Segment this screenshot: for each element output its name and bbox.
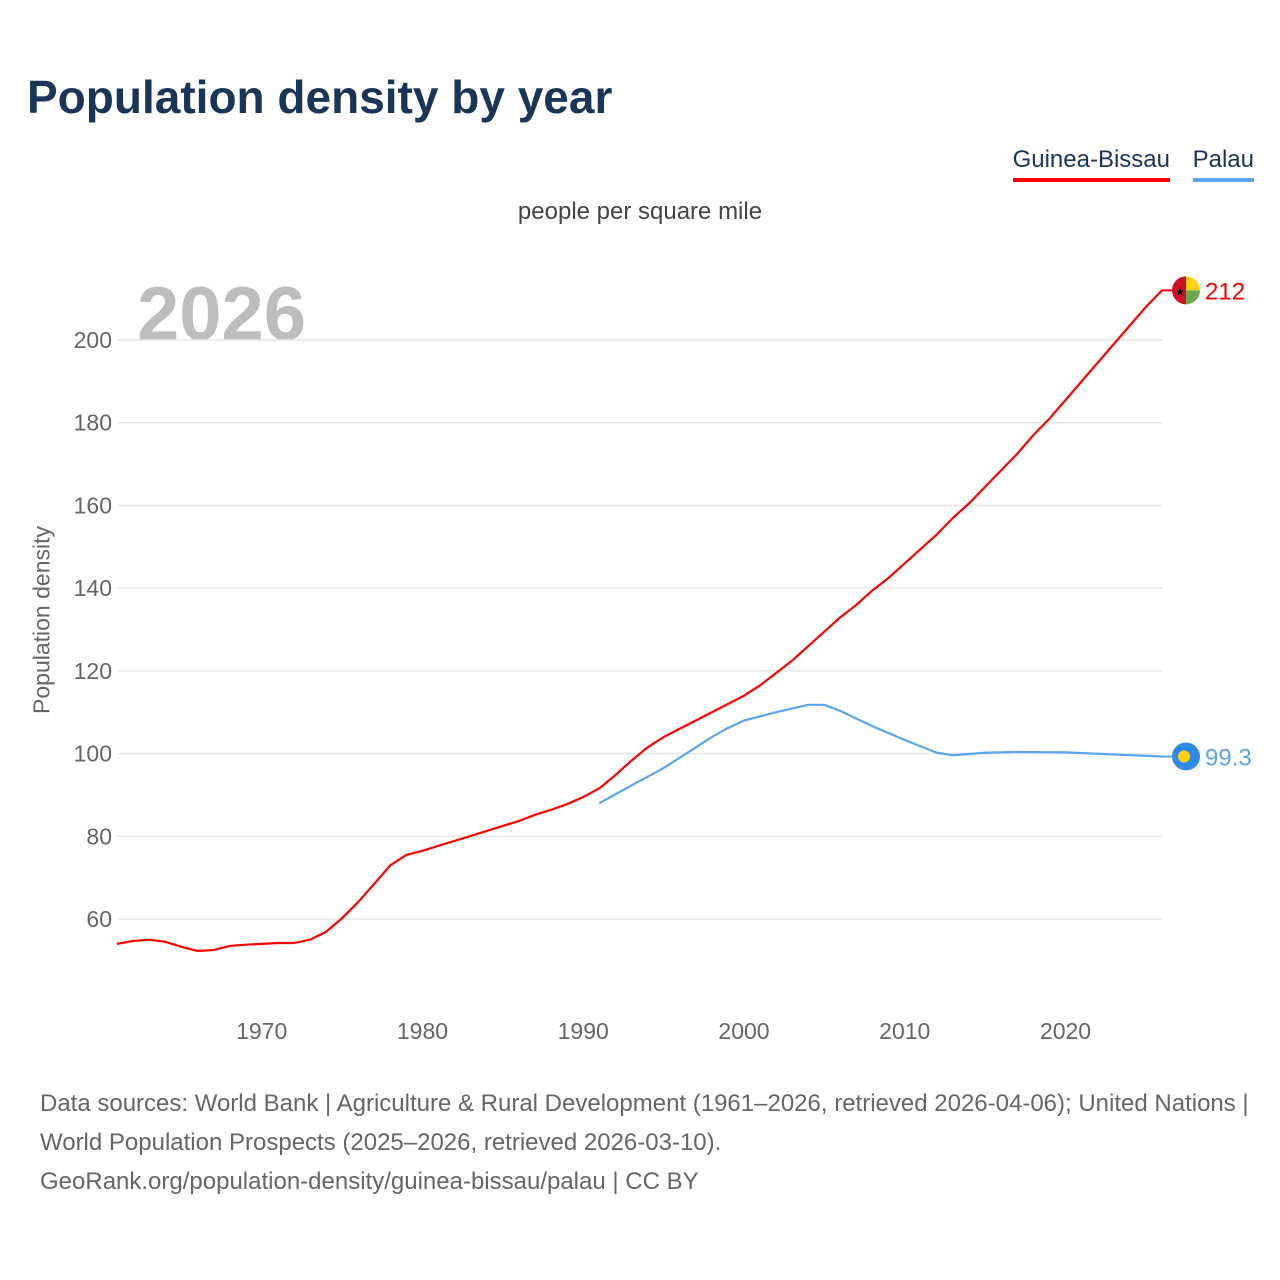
y-tick-label: 100 [74, 741, 112, 767]
x-tick-label: 2020 [1040, 1018, 1091, 1044]
series-line-guinea-bissau [116, 289, 1163, 952]
flag-sun [1178, 750, 1190, 763]
end-value-label: 212 [1205, 278, 1245, 305]
chart-title: Population density by year [27, 71, 613, 123]
y-tick-label: 200 [74, 327, 112, 353]
legend-guinea-bissau[interactable]: Guinea-Bissau [1012, 146, 1170, 182]
data-sources: Data sources: World Bank | Agriculture &… [40, 1090, 1249, 1156]
end-value-label: 99.3 [1205, 744, 1252, 771]
flag-yellow [1186, 276, 1200, 291]
x-tick-label: 2010 [879, 1018, 930, 1044]
year-label: 2026 [137, 272, 306, 357]
legend-palau[interactable]: Palau [1192, 146, 1254, 182]
y-tick-label: 160 [74, 492, 112, 518]
x-tick-label: 1980 [397, 1018, 448, 1044]
x-tick-label: 1990 [558, 1018, 609, 1044]
x-tick-label: 1970 [236, 1018, 287, 1044]
flag-guinea-bissau-icon [1172, 276, 1186, 305]
y-tick-label: 180 [74, 410, 112, 436]
y-tick-label: 140 [74, 575, 112, 601]
star-icon: ★ [1175, 286, 1185, 298]
source-link[interactable]: GeoRank.org/population-density/guinea-bi… [40, 1168, 699, 1195]
y-tick-label: 60 [86, 906, 112, 932]
chart-subtitle: people per square mile [517, 198, 763, 225]
flag-green [1186, 290, 1200, 305]
x-tick-label: 2000 [718, 1018, 769, 1044]
y-tick-label: 120 [74, 658, 112, 684]
series-line-palau [598, 703, 1163, 805]
footer: Data sources: World Bank | Agriculture &… [40, 1084, 1250, 1201]
y-tick-label: 80 [86, 823, 112, 849]
